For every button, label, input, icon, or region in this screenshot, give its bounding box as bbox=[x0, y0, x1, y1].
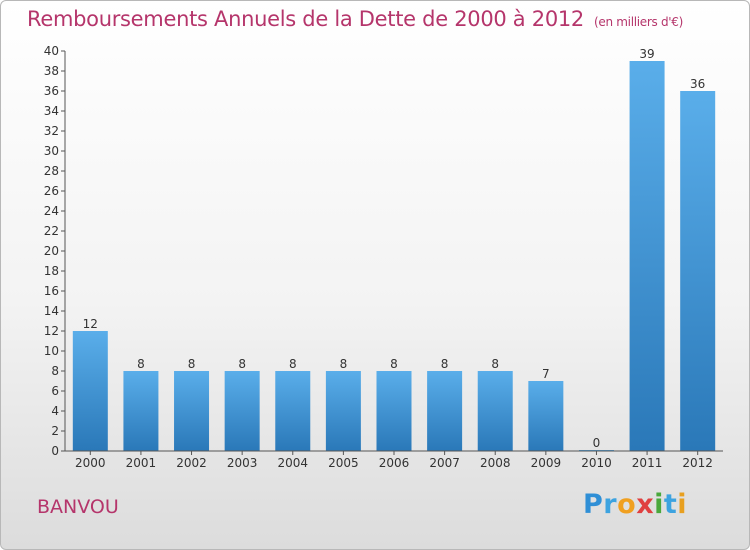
x-tick-label: 2003 bbox=[227, 456, 258, 470]
bar bbox=[72, 331, 108, 451]
data-label: 8 bbox=[491, 357, 499, 371]
bar bbox=[528, 381, 564, 451]
y-tick-label: 10 bbox=[44, 344, 59, 358]
x-tick-label: 2011 bbox=[632, 456, 663, 470]
y-tick-label: 40 bbox=[44, 44, 59, 58]
y-tick-label: 36 bbox=[44, 84, 59, 98]
y-tick-label: 8 bbox=[51, 364, 59, 378]
y-tick-label: 22 bbox=[44, 224, 59, 238]
y-tick-label: 32 bbox=[44, 124, 59, 138]
y-tick-label: 0 bbox=[51, 444, 59, 458]
logo-letter: r bbox=[603, 489, 618, 520]
bars: 12 8 8 8 8 8 8 8 8 7 0 39 36 bbox=[72, 47, 716, 451]
y-tick-label: 34 bbox=[44, 104, 59, 118]
x-tick-label: 2009 bbox=[531, 456, 562, 470]
chart-title-text: Remboursements Annuels de la Dette de 20… bbox=[27, 7, 584, 31]
y-tick-label: 38 bbox=[44, 64, 59, 78]
data-label: 39 bbox=[639, 47, 654, 61]
x-axis: 2000 2001 2002 2003 2004 2005 2006 2007 2008 2009… bbox=[65, 450, 723, 470]
x-tick-label: 2001 bbox=[126, 456, 157, 470]
y-tick-label: 4 bbox=[51, 404, 59, 418]
data-label: 8 bbox=[238, 357, 246, 371]
chart-subtitle: (en milliers d'€) bbox=[594, 15, 684, 29]
bar bbox=[224, 371, 260, 451]
logo-letter: i bbox=[654, 489, 664, 520]
y-tick-label: 16 bbox=[44, 284, 59, 298]
y-tick-label: 18 bbox=[44, 264, 59, 278]
logo-letter: x bbox=[636, 489, 655, 520]
data-label: 8 bbox=[289, 357, 297, 371]
logo-letter: i bbox=[677, 489, 688, 520]
bar bbox=[376, 371, 412, 451]
bar bbox=[427, 371, 463, 451]
y-tick-label: 6 bbox=[51, 384, 59, 398]
data-label: 36 bbox=[690, 77, 705, 91]
data-label: 0 bbox=[593, 436, 601, 450]
bar bbox=[123, 371, 159, 451]
proxiti-logo[interactable]: Proxiti bbox=[583, 489, 687, 520]
y-tick-label: 26 bbox=[44, 184, 59, 198]
data-label: 12 bbox=[83, 317, 98, 331]
y-tick-label: 28 bbox=[44, 164, 59, 178]
commune-name: BANVOU bbox=[37, 496, 119, 518]
x-tick-label: 2000 bbox=[75, 456, 106, 470]
x-tick-label: 2008 bbox=[480, 456, 511, 470]
x-tick-label: 2012 bbox=[682, 456, 713, 470]
data-label: 7 bbox=[542, 367, 550, 381]
x-tick-label: 2004 bbox=[277, 456, 308, 470]
y-tick-label: 12 bbox=[44, 324, 59, 338]
bar bbox=[325, 371, 361, 451]
bar bbox=[680, 91, 716, 451]
data-label: 8 bbox=[340, 357, 348, 371]
y-tick-label: 24 bbox=[44, 204, 59, 218]
bar bbox=[174, 371, 210, 451]
data-label: 8 bbox=[188, 357, 196, 371]
y-tick-label: 2 bbox=[51, 424, 59, 438]
logo-letter: P bbox=[583, 489, 604, 520]
y-tick-label: 30 bbox=[44, 144, 59, 158]
logo-letter: t bbox=[663, 489, 678, 520]
data-label: 8 bbox=[137, 357, 145, 371]
x-tick-label: 2010 bbox=[581, 456, 612, 470]
bar bbox=[477, 371, 513, 451]
x-tick-label: 2002 bbox=[176, 456, 207, 470]
bar bbox=[275, 371, 311, 451]
x-tick-label: 2007 bbox=[429, 456, 460, 470]
logo-letter: o bbox=[617, 489, 637, 520]
chart-title: Remboursements Annuels de la Dette de 20… bbox=[27, 7, 683, 31]
x-tick-label: 2005 bbox=[328, 456, 359, 470]
y-tick-label: 14 bbox=[44, 304, 59, 318]
y-tick-label: 20 bbox=[44, 244, 59, 258]
data-label: 8 bbox=[390, 357, 398, 371]
bar bbox=[629, 61, 665, 451]
x-tick-label: 2006 bbox=[379, 456, 410, 470]
data-label: 8 bbox=[441, 357, 449, 371]
